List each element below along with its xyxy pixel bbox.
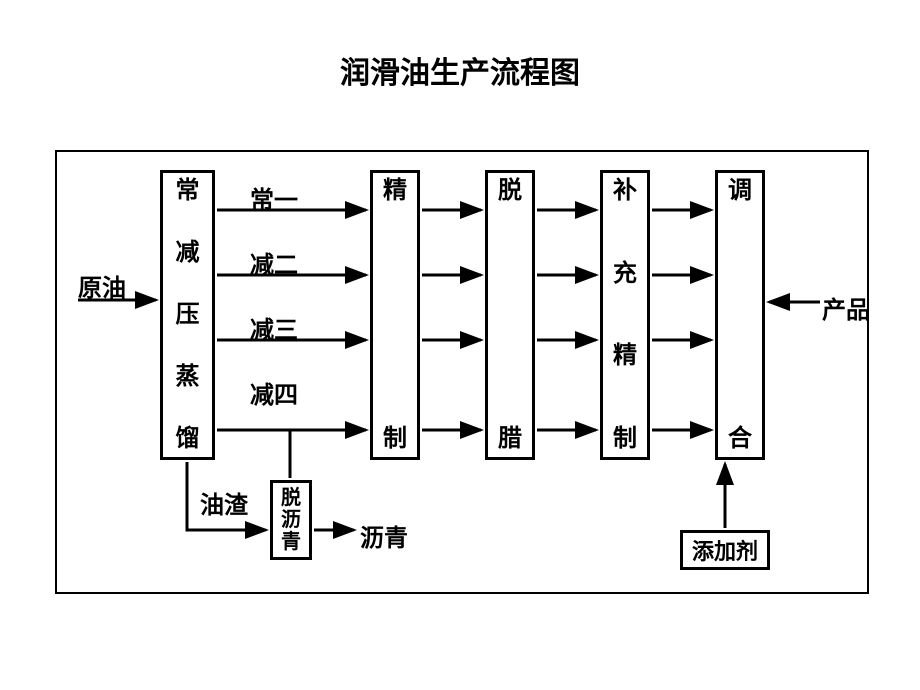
- label-residue: 油渣: [200, 485, 248, 520]
- char: 充: [613, 262, 637, 286]
- text: 添加剂: [692, 534, 758, 566]
- char: 补: [613, 179, 637, 203]
- char: 精: [383, 179, 407, 203]
- char: 合: [728, 427, 752, 451]
- char: 腊: [498, 427, 522, 451]
- box-refine: 精 制: [370, 170, 420, 460]
- box-distillation: 常 减 压 蒸 馏: [160, 170, 215, 460]
- char: 制: [613, 427, 637, 451]
- char: 馏: [176, 427, 200, 451]
- char: 脱: [281, 487, 301, 509]
- char: 青: [281, 531, 301, 553]
- label-asphalt: 沥青: [360, 518, 408, 553]
- char: 蒸: [176, 365, 200, 389]
- char: 减: [176, 241, 200, 265]
- char: 调: [728, 179, 752, 203]
- label-jian4: 减四: [250, 375, 298, 410]
- page-title: 润滑油生产流程图: [0, 48, 920, 92]
- char: 沥: [281, 509, 301, 531]
- char: 脱: [498, 179, 522, 203]
- label-jian2: 减二: [250, 245, 298, 280]
- label-jian3: 减三: [250, 310, 298, 345]
- char: 制: [383, 427, 407, 451]
- box-dewax: 脱 腊: [485, 170, 535, 460]
- char: 精: [613, 344, 637, 368]
- char: 压: [176, 303, 200, 327]
- box-blend: 调 合: [715, 170, 765, 460]
- box-deasphalt: 脱 沥 青: [270, 480, 312, 560]
- box-additive: 添加剂: [680, 530, 770, 570]
- char: 常: [176, 179, 200, 203]
- box-supplement: 补 充 精 制: [600, 170, 650, 460]
- label-product: 产品: [822, 290, 870, 325]
- label-chang1: 常一: [250, 180, 298, 215]
- label-crude: 原油: [78, 268, 126, 303]
